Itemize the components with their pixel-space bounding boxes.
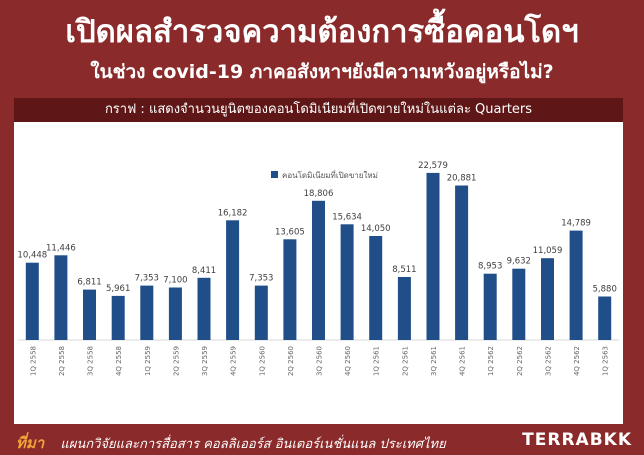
x-tick-label: 3Q 2562	[545, 346, 553, 376]
x-tick-label: 2Q 2560	[287, 346, 295, 376]
chart-legend: คอนโดมิเนียมที่เปิดขายใหม่	[271, 169, 378, 180]
x-tick-label: 1Q 2558	[29, 346, 37, 376]
x-tick-label: 3Q 2559	[201, 346, 209, 376]
x-tick-label: 3Q 2560	[316, 346, 324, 376]
source-text: แผนกวิจัยและการสื่อสาร คอลลิเออร์ส อินเต…	[60, 437, 446, 452]
data-label: 13,605	[275, 227, 305, 237]
legend-swatch	[271, 171, 278, 178]
bar	[483, 273, 497, 340]
data-label: 7,353	[249, 274, 273, 284]
bar	[569, 230, 583, 340]
data-label: 15,634	[332, 212, 362, 222]
bar	[397, 277, 411, 340]
legend-label: คอนโดมิเนียมที่เปิดขายใหม่	[282, 169, 378, 180]
x-tick-label: 2Q 2562	[516, 346, 524, 376]
data-label: 22,579	[418, 161, 448, 171]
x-tick-label: 4Q 2561	[459, 346, 467, 376]
logo-main: TERRA	[522, 430, 590, 450]
x-tick-label: 1Q 2559	[144, 346, 152, 376]
data-label: 8,411	[192, 266, 216, 276]
page-title: เปิดผลสำรวจความต้องการซื้อคอนโดฯ	[65, 14, 579, 50]
bar	[140, 285, 154, 340]
bar	[111, 295, 125, 340]
data-label: 14,789	[561, 219, 591, 229]
data-label: 6,811	[77, 278, 101, 288]
x-tick-label: 1Q 2561	[373, 346, 381, 376]
x-tick-label: 4Q 2558	[115, 346, 123, 376]
x-tick-label: 1Q 2560	[258, 346, 266, 376]
bar	[455, 185, 469, 340]
footer-source: ที่มา แผนกวิจัยและการสื่อสาร คอลลิเออร์ส…	[16, 431, 446, 455]
bar	[83, 289, 96, 340]
bar	[312, 200, 325, 340]
bar	[541, 258, 554, 340]
data-label: 11,059	[533, 246, 563, 256]
data-label: 10,448	[17, 251, 47, 261]
data-label: 5,880	[593, 285, 617, 295]
data-label: 8,511	[392, 265, 416, 275]
x-tick-label: 4Q 2562	[573, 346, 581, 376]
bar-chart: คอนโดมิเนียมที่เปิดขายใหม่ 10,448 1Q 2558 1…	[17, 161, 619, 376]
data-label: 11,446	[46, 243, 76, 253]
x-tick-label: 2Q 2558	[58, 346, 66, 376]
chart-header-bar: กราฟ : แสดงจำนวนยูนิตของคอนโดมิเนียมที่เ…	[14, 98, 623, 122]
bar	[54, 255, 68, 340]
x-tick-label: 3Q 2558	[87, 346, 95, 376]
bar	[369, 236, 383, 340]
bar	[197, 277, 211, 340]
x-tick-label: 2Q 2561	[401, 346, 409, 376]
source-label: ที่มา	[16, 434, 45, 452]
bar	[283, 239, 297, 340]
bar	[340, 224, 354, 340]
x-tick-label: 3Q 2561	[430, 346, 438, 376]
data-label: 16,182	[218, 208, 248, 218]
x-tick-label: 4Q 2559	[230, 346, 238, 376]
bar	[25, 262, 39, 340]
data-label: 20,881	[447, 174, 477, 184]
x-tick-label: 4Q 2560	[344, 346, 352, 376]
data-label: 18,806	[304, 189, 334, 199]
x-tick-label: 2Q 2559	[172, 346, 180, 376]
data-label: 5,961	[106, 284, 130, 294]
bar	[426, 172, 440, 340]
bar	[168, 287, 182, 340]
bar	[512, 268, 526, 340]
x-tick-label: 1Q 2563	[602, 346, 610, 376]
bar	[254, 285, 268, 340]
bar	[598, 296, 612, 340]
bar	[226, 220, 240, 340]
data-label: 7,353	[135, 274, 159, 284]
data-label: 9,632	[507, 257, 531, 267]
data-label: 14,050	[361, 224, 391, 234]
data-label: 8,953	[478, 262, 502, 272]
terrabkk-logo: TERRABKK	[522, 430, 632, 450]
x-tick-label: 1Q 2562	[487, 346, 495, 376]
page-subtitle: ในช่วง covid-19 ภาคอสังหาฯยังมีความหวังอ…	[90, 61, 554, 83]
chart-panel: คอนโดมิเนียมที่เปิดขายใหม่ 10,448 1Q 2558 1…	[14, 122, 623, 424]
data-label: 7,100	[163, 276, 187, 286]
logo-accent: BKK	[589, 430, 632, 450]
